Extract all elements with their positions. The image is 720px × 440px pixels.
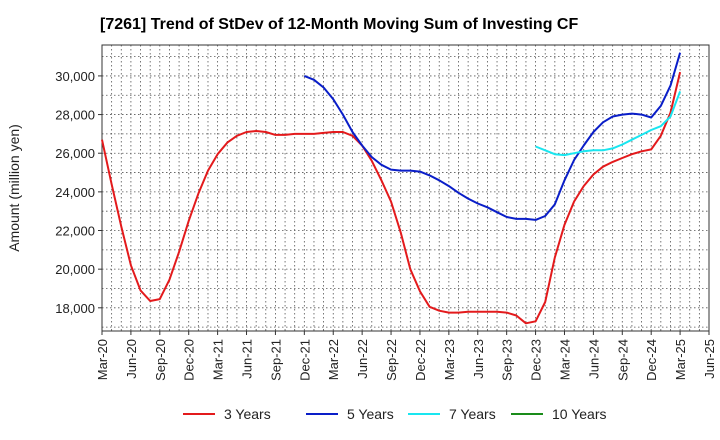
x-tick-label: Jun-23 (471, 339, 486, 379)
y-tick-label: 24,000 (55, 185, 95, 200)
x-tick-label: Dec-22 (413, 339, 428, 381)
legend-label: 7 Years (449, 406, 496, 422)
x-axis: Mar-20 Jun-20 Sep-20 Dec-20 Mar-21 Jun-21 Sep-… (95, 331, 717, 381)
y-tick-label: 28,000 (55, 108, 95, 123)
legend: 3 Years 5 Years 7 Years 10 Years (183, 406, 607, 422)
legend-item: 5 Years (306, 406, 394, 422)
x-tick-label: Sep-24 (615, 339, 630, 381)
chart-title: [7261] Trend of StDev of 12-Month Moving… (100, 16, 578, 33)
series-line-7-years (535, 91, 682, 157)
x-tick-label: Jun-21 (240, 339, 255, 379)
x-tick-label: Mar-23 (442, 339, 457, 380)
x-tick-label: Sep-20 (153, 339, 168, 381)
plot-frame (101, 44, 710, 332)
series-line-3-years (101, 71, 682, 325)
legend-item: 10 Years (511, 406, 607, 422)
y-tick-label: 26,000 (55, 146, 95, 161)
y-tick-label: 30,000 (55, 69, 95, 84)
x-tick-label: Mar-22 (326, 339, 341, 380)
x-tick-label: Jun-24 (586, 339, 601, 379)
legend-item: 7 Years (408, 406, 496, 422)
x-tick-label: Dec-24 (644, 339, 659, 381)
x-tick-label: Jun-22 (355, 339, 370, 379)
x-tick-label: Mar-25 (673, 339, 688, 380)
series-lines (101, 52, 682, 325)
x-tick-label: Dec-20 (182, 339, 197, 381)
y-axis-label: Amount (million yen) (6, 124, 22, 252)
legend-label: 10 Years (552, 406, 607, 422)
y-tick-label: 18,000 (55, 301, 95, 316)
series-line-5-years (303, 52, 682, 221)
y-tick-label: 20,000 (55, 262, 95, 277)
legend-label: 5 Years (347, 406, 394, 422)
y-tick-label: 22,000 (55, 224, 95, 239)
x-tick-label: Jun-25 (702, 339, 717, 379)
x-tick-label: Dec-21 (297, 339, 312, 381)
x-tick-label: Mar-20 (95, 339, 110, 380)
legend-item: 3 Years (183, 406, 271, 422)
y-axis: 18,000 20,000 22,000 24,000 26,000 28,000 30,0… (55, 69, 102, 316)
x-tick-label: Dec-23 (529, 339, 544, 381)
x-tick-label: Sep-23 (500, 339, 515, 381)
grid (101, 45, 710, 331)
x-tick-label: Mar-24 (557, 339, 572, 380)
x-tick-label: Jun-20 (124, 339, 139, 379)
x-tick-label: Sep-22 (384, 339, 399, 381)
x-tick-label: Mar-21 (211, 339, 226, 380)
x-tick-label: Sep-21 (268, 339, 283, 381)
legend-label: 3 Years (224, 406, 271, 422)
